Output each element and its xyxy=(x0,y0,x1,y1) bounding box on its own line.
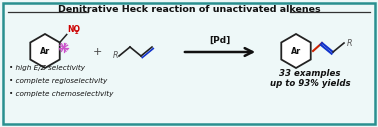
Text: NO: NO xyxy=(67,25,80,34)
Text: 33 examples
up to 93% yields: 33 examples up to 93% yields xyxy=(270,69,350,88)
Text: Ar: Ar xyxy=(40,46,50,55)
Text: R: R xyxy=(113,52,118,60)
Text: • complete chemoselectivity: • complete chemoselectivity xyxy=(9,91,113,97)
Text: 2: 2 xyxy=(75,30,79,35)
Text: Denitrative Heck reaction of unactivated alkenes: Denitrative Heck reaction of unactivated… xyxy=(58,5,320,14)
Text: • complete regioselectivity: • complete regioselectivity xyxy=(9,78,107,84)
Text: R: R xyxy=(347,38,353,47)
Polygon shape xyxy=(30,34,60,68)
FancyBboxPatch shape xyxy=(3,3,375,124)
Text: • high E/Z selectivity: • high E/Z selectivity xyxy=(9,65,85,71)
Text: [Pd]: [Pd] xyxy=(209,36,231,45)
Text: +: + xyxy=(92,47,102,57)
Text: Ar: Ar xyxy=(291,46,301,55)
Polygon shape xyxy=(281,34,311,68)
